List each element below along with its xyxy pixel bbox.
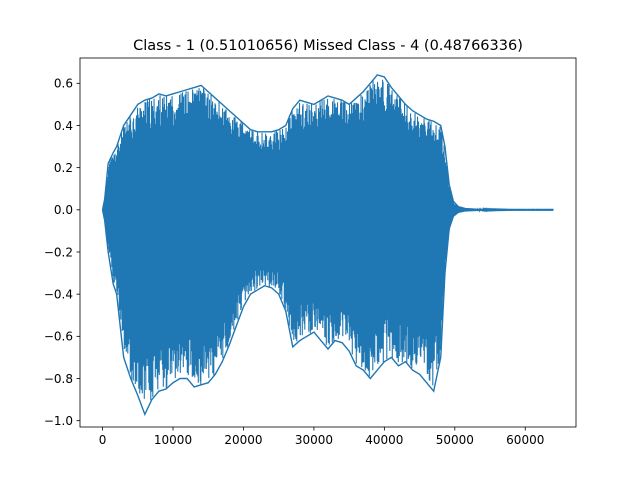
x-tick-label: 30000: [295, 433, 333, 447]
axes: 0 10000 20000 30000 40000 50000 60000 −1.0 −0.8 −…: [44, 57, 577, 447]
x-tick-label: 10000: [154, 433, 192, 447]
x-tick-label: 40000: [365, 433, 403, 447]
y-tick-label: 0.2: [54, 161, 73, 175]
y-tick-label: −0.4: [44, 287, 73, 301]
y-tick-label: 0.6: [54, 77, 73, 91]
x-tick-label: 50000: [436, 433, 474, 447]
y-tick-label: −0.2: [44, 245, 73, 259]
x-tick-label: 0: [99, 433, 107, 447]
x-tick-label: 20000: [224, 433, 262, 447]
y-tick-label: −0.8: [44, 372, 73, 386]
y-tick-label: 0.0: [54, 203, 73, 217]
y-tick-label: −1.0: [44, 414, 73, 428]
waveform-upper-envelope: [101, 74, 554, 211]
waveform-series: [101, 74, 554, 417]
y-tick-label: −0.6: [44, 330, 73, 344]
axes-frame: [79, 57, 577, 428]
waveform-lower-envelope: [101, 209, 554, 417]
plot-area: [101, 74, 554, 417]
y-tick-label: 0.4: [54, 119, 73, 133]
x-tick-label: 60000: [506, 433, 544, 447]
chart-title: Class - 1 (0.51010656) Missed Class - 4 …: [133, 38, 523, 54]
